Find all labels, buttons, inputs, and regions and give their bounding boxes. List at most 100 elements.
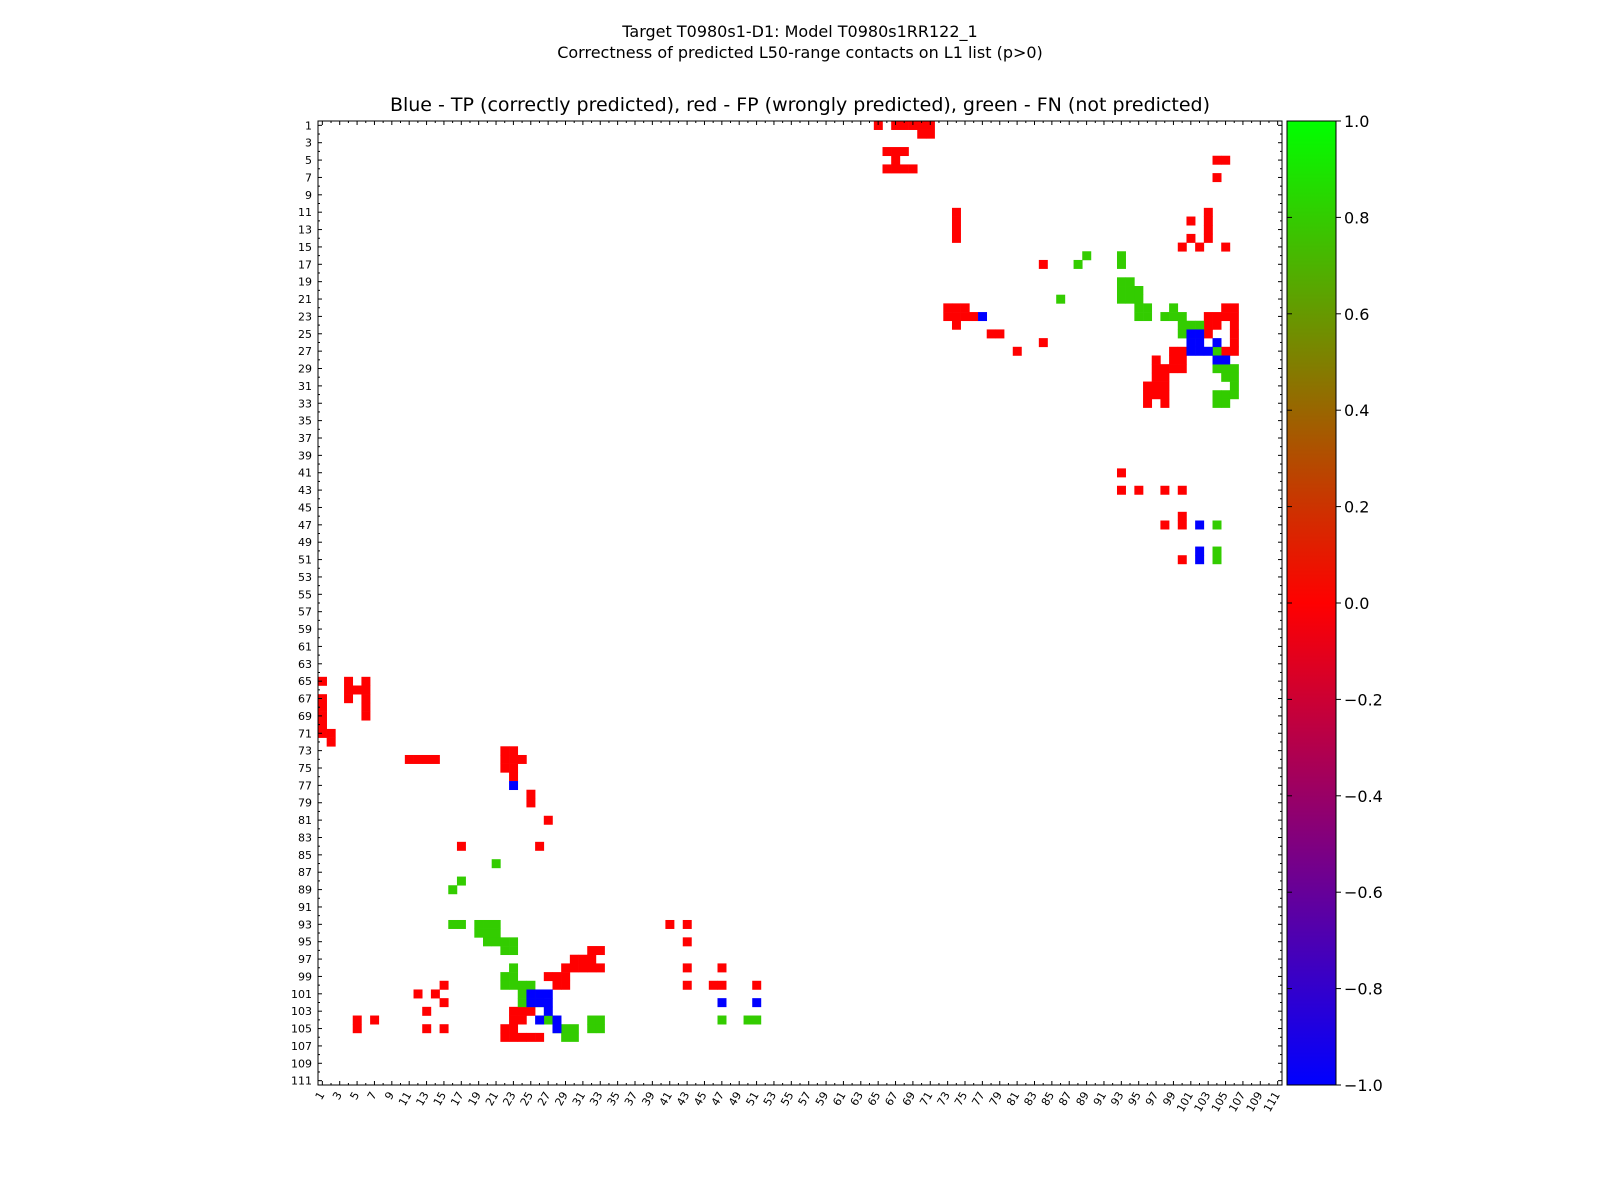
contact-cell-fn xyxy=(500,980,510,990)
contact-cell-fn xyxy=(509,937,519,947)
y-tick-label: 109 xyxy=(291,1057,312,1070)
contact-cell-fp xyxy=(943,303,953,313)
contact-cell-tp xyxy=(535,998,545,1008)
x-tick-label: 47 xyxy=(709,1090,727,1109)
contact-cell-fn xyxy=(500,946,510,956)
contact-cell-tp xyxy=(1186,329,1196,339)
contact-cell-tp xyxy=(526,989,536,999)
y-tick-label: 11 xyxy=(298,206,312,219)
contact-cell-fp xyxy=(517,1006,527,1016)
contact-cell-tp xyxy=(1195,346,1205,356)
x-tick-label: 55 xyxy=(778,1090,796,1109)
contact-cell-fp xyxy=(509,1015,519,1025)
contact-cell-fp xyxy=(925,121,935,130)
y-tick-label: 69 xyxy=(298,710,312,723)
y-tick-label: 73 xyxy=(298,745,312,758)
x-tick-label: 11 xyxy=(396,1090,414,1109)
contact-cell-fp xyxy=(1195,242,1205,252)
contact-cell-fn xyxy=(1169,312,1179,322)
contact-cell-fp xyxy=(361,711,371,721)
contact-cell-fn xyxy=(743,1015,753,1025)
contact-cell-fp xyxy=(500,754,510,764)
x-tick-label: 59 xyxy=(813,1090,831,1109)
contact-cell-fn xyxy=(1073,259,1083,269)
contact-cell-fp xyxy=(361,694,371,704)
contact-cells xyxy=(318,121,1239,1042)
contact-cell-fn xyxy=(1143,312,1153,322)
x-tick-label: 23 xyxy=(500,1090,518,1109)
contact-cell-fn xyxy=(543,1015,553,1025)
contact-cell-fn xyxy=(448,919,458,929)
contact-cell-fn xyxy=(1125,277,1135,287)
contact-cell-fp xyxy=(752,980,762,990)
contact-cell-fp xyxy=(1160,381,1170,391)
contact-cell-fp xyxy=(899,147,909,157)
y-tick-labels: 1357911131517192123252729313335373941434… xyxy=(291,119,312,1087)
y-tick-label: 29 xyxy=(298,363,312,376)
y-tick-label: 23 xyxy=(298,310,312,323)
contact-cell-fp xyxy=(1151,355,1161,365)
y-tick-label: 75 xyxy=(298,762,312,775)
contact-cell-fp xyxy=(500,763,510,773)
contact-cell-fn xyxy=(517,989,527,999)
figure-suptitle-line2: Correctness of predicted L50-range conta… xyxy=(557,43,1043,62)
contact-cell-fp xyxy=(1160,390,1170,400)
contact-cell-fn xyxy=(1221,372,1231,382)
y-tick-label: 91 xyxy=(298,901,312,914)
contact-cell-tp xyxy=(1203,346,1213,356)
x-tick-label: 111 xyxy=(1261,1090,1283,1115)
contact-cell-fp xyxy=(404,754,414,764)
contact-cell-fn xyxy=(491,859,501,869)
contact-cell-fp xyxy=(1186,216,1196,226)
x-tick-label: 31 xyxy=(570,1090,588,1109)
contact-cell-fn xyxy=(1116,259,1126,269)
contact-cell-fp xyxy=(891,121,901,130)
colorbar xyxy=(1286,120,1337,1086)
contact-cell-fp xyxy=(1038,338,1048,348)
contact-cell-fn xyxy=(1212,398,1222,408)
contact-cell-fn xyxy=(509,980,519,990)
contact-cell-fn xyxy=(509,946,519,956)
contact-cell-fn xyxy=(1212,364,1222,374)
contact-cell-fp xyxy=(951,216,961,226)
contact-cell-fn xyxy=(509,963,519,973)
contact-cell-fp xyxy=(1143,398,1153,408)
x-tick-label: 37 xyxy=(622,1090,640,1109)
contact-cell-fp xyxy=(1177,511,1187,521)
contact-cell-fn xyxy=(517,980,527,990)
contact-cell-fn xyxy=(1221,364,1231,374)
contact-cell-fp xyxy=(873,121,883,130)
contact-cell-fp xyxy=(1229,303,1239,313)
contact-cell-fp xyxy=(899,164,909,174)
contact-cell-fp xyxy=(1229,312,1239,322)
contact-cell-tp xyxy=(535,989,545,999)
y-tick-label: 37 xyxy=(298,432,312,445)
contact-cell-fp xyxy=(439,998,449,1008)
x-tick-label: 105 xyxy=(1209,1090,1231,1115)
y-tick-label: 111 xyxy=(291,1075,312,1088)
contact-cell-fn xyxy=(448,885,458,895)
x-tick-label: 29 xyxy=(552,1090,570,1109)
contact-cell-fp xyxy=(352,1024,362,1034)
y-tick-label: 47 xyxy=(298,519,312,532)
contact-cell-fn xyxy=(1212,390,1222,400)
x-tick-label: 5 xyxy=(348,1090,363,1103)
contact-cell-fp xyxy=(899,121,909,130)
contact-cell-fp xyxy=(986,329,996,339)
contact-cell-fp xyxy=(1177,346,1187,356)
contact-cell-fp xyxy=(1143,381,1153,391)
y-tick-label: 41 xyxy=(298,467,312,480)
y-tick-label: 9 xyxy=(305,189,312,202)
contact-cell-fn xyxy=(491,919,501,929)
contact-cell-fn xyxy=(1177,320,1187,330)
contact-cell-fp xyxy=(717,980,727,990)
contact-cell-fn xyxy=(1160,312,1170,322)
contact-cell-tp xyxy=(1195,555,1205,565)
x-tick-label: 51 xyxy=(744,1090,762,1109)
contact-cell-fp xyxy=(595,946,605,956)
contact-cell-tp xyxy=(1186,346,1196,356)
contact-cell-fn xyxy=(1116,277,1126,287)
x-tick-label: 53 xyxy=(761,1090,779,1109)
contact-cell-fp xyxy=(561,963,571,973)
contact-cell-fp xyxy=(1203,225,1213,235)
